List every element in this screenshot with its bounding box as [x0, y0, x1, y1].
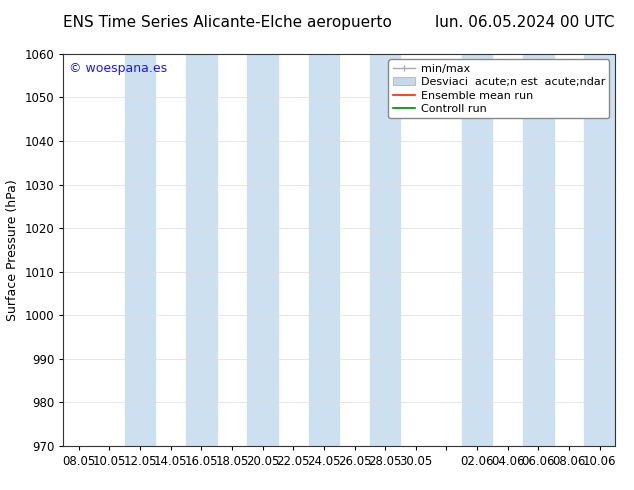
Legend: min/max, Desviaci  acute;n est  acute;ndar, Ensemble mean run, Controll run: min/max, Desviaci acute;n est acute;ndar…	[389, 59, 609, 119]
Text: ENS Time Series Alicante-Elche aeropuerto: ENS Time Series Alicante-Elche aeropuert…	[63, 15, 392, 30]
Bar	[523, 54, 553, 446]
Bar	[370, 54, 401, 446]
Text: © woespana.es: © woespana.es	[69, 62, 167, 75]
Bar	[462, 54, 493, 446]
Bar	[125, 54, 155, 446]
Bar	[247, 54, 278, 446]
Text: lun. 06.05.2024 00 UTC: lun. 06.05.2024 00 UTC	[436, 15, 615, 30]
Y-axis label: Surface Pressure (hPa): Surface Pressure (hPa)	[6, 179, 19, 321]
Bar	[585, 54, 615, 446]
Bar	[309, 54, 339, 446]
Bar	[186, 54, 217, 446]
